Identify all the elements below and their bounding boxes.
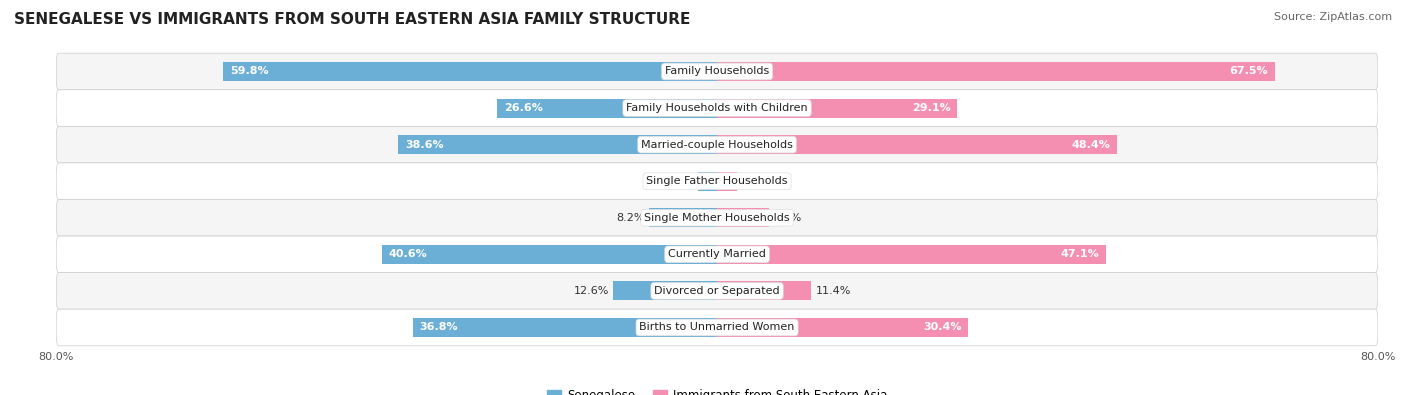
Bar [717,135,1116,154]
Bar [224,62,717,81]
Text: 8.2%: 8.2% [617,213,645,223]
Legend: Senegalese, Immigrants from South Eastern Asia: Senegalese, Immigrants from South Easter… [543,384,891,395]
FancyBboxPatch shape [56,53,1378,90]
Text: 6.3%: 6.3% [773,213,801,223]
Text: 47.1%: 47.1% [1060,249,1099,260]
Text: 36.8%: 36.8% [419,322,458,333]
Text: Single Father Households: Single Father Households [647,176,787,186]
FancyBboxPatch shape [56,90,1378,126]
Bar [650,208,717,227]
Bar [697,172,717,191]
Text: 29.1%: 29.1% [912,103,950,113]
Text: 11.4%: 11.4% [815,286,851,296]
Text: Births to Unmarried Women: Births to Unmarried Women [640,322,794,333]
Text: 38.6%: 38.6% [405,139,443,150]
Bar [381,245,717,264]
Text: Family Households: Family Households [665,66,769,77]
Bar [717,172,737,191]
Text: 12.6%: 12.6% [574,286,609,296]
Bar [613,281,717,301]
Bar [498,98,717,118]
Text: 67.5%: 67.5% [1229,66,1268,77]
FancyBboxPatch shape [56,236,1378,273]
Text: 48.4%: 48.4% [1071,139,1111,150]
Bar [398,135,717,154]
Bar [717,318,969,337]
Text: 30.4%: 30.4% [924,322,962,333]
FancyBboxPatch shape [56,309,1378,346]
Bar [717,208,769,227]
Bar [413,318,717,337]
FancyBboxPatch shape [56,273,1378,309]
Text: 40.6%: 40.6% [388,249,427,260]
Text: Single Mother Households: Single Mother Households [644,213,790,223]
Text: Married-couple Households: Married-couple Households [641,139,793,150]
Text: 26.6%: 26.6% [503,103,543,113]
Text: Family Households with Children: Family Households with Children [626,103,808,113]
Text: 2.4%: 2.4% [741,176,769,186]
Bar [717,245,1107,264]
Bar [717,281,811,301]
Text: Divorced or Separated: Divorced or Separated [654,286,780,296]
Text: 2.3%: 2.3% [665,176,695,186]
Text: 59.8%: 59.8% [229,66,269,77]
FancyBboxPatch shape [56,163,1378,199]
Text: Currently Married: Currently Married [668,249,766,260]
Bar [717,62,1275,81]
FancyBboxPatch shape [56,126,1378,163]
FancyBboxPatch shape [56,199,1378,236]
Text: Source: ZipAtlas.com: Source: ZipAtlas.com [1274,12,1392,22]
Bar [717,98,957,118]
Text: SENEGALESE VS IMMIGRANTS FROM SOUTH EASTERN ASIA FAMILY STRUCTURE: SENEGALESE VS IMMIGRANTS FROM SOUTH EAST… [14,12,690,27]
